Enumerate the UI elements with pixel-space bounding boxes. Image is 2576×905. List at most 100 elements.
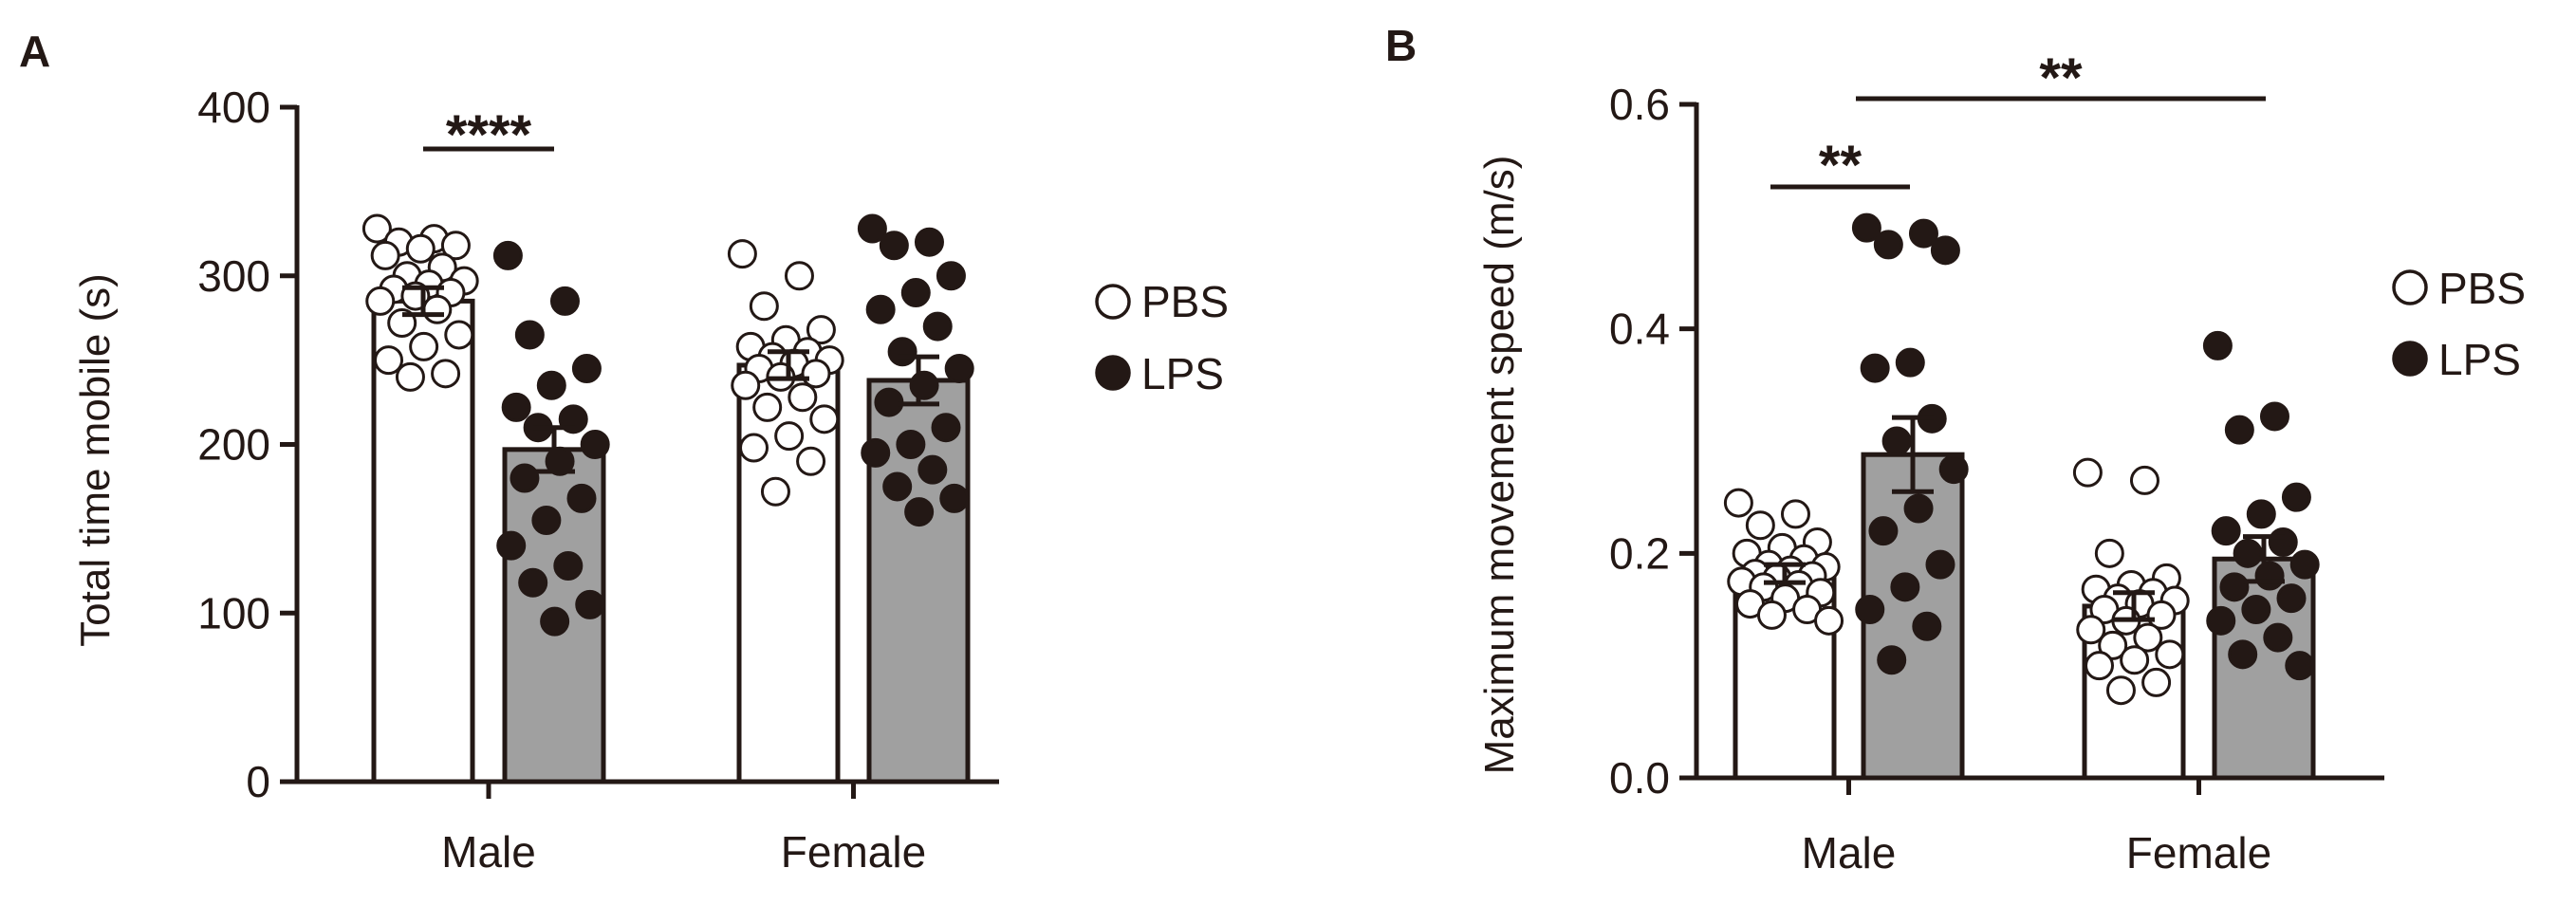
data-point [1908,218,1938,249]
data-point [917,454,948,485]
data-point [440,231,471,261]
data-point [1851,212,1881,243]
data-point [1938,454,1969,485]
panel-a-y-axis-label: Total time mobile (s) [72,273,119,647]
data-point [774,421,805,452]
panel-b-legend: PBS LPS [2392,264,2526,384]
data-point [2263,622,2293,653]
data-point [944,354,974,384]
data-point [365,286,396,316]
y-tick-label: 0.2 [1609,528,1670,578]
data-point [1745,510,1775,541]
data-point [2202,330,2233,360]
significance-label: **** [446,104,532,166]
data-point [882,471,913,502]
data-point [2098,630,2128,660]
data-point [518,567,548,598]
data-point [492,240,523,270]
data-point [2246,499,2276,529]
data-point [2281,482,2311,512]
data-point [922,311,953,342]
y-tick-label: 0 [246,757,270,806]
data-point [395,361,425,392]
data-point [1912,611,1942,641]
data-point [2146,600,2177,630]
y-tick-label: 0.0 [1609,753,1670,803]
data-point [1895,347,1925,378]
data-point [2241,595,2271,624]
data-point [514,320,545,350]
x-tick-label-male: Male [1802,828,1897,877]
panel-b-y-axis-label: Maximum movement speed (m/s) [1476,156,1523,775]
panel-b-plot: 0.0 0.2 0.4 0.6 Male Female ** ** [1609,47,2384,877]
data-point [2289,549,2320,580]
data-point [904,497,935,527]
panel-b-label: B [1385,21,1417,70]
data-point [2224,415,2254,445]
data-point [796,446,826,476]
data-point [896,430,926,459]
data-point [1868,516,1899,546]
data-point [1756,600,1787,630]
data-point [566,483,597,513]
panel-a-legend: PBS LPS [1095,277,1229,398]
data-point [2133,622,2163,653]
data-point [931,413,961,443]
panel-a: A Total time mobile (s) 0 100 200 300 400 Mal… [19,27,1229,877]
data-point [936,261,966,291]
y-tick-label: 200 [197,420,270,470]
data-point [1881,426,1912,456]
data-point [1814,605,1844,636]
y-tick-label: 300 [197,251,270,301]
panel-a-plot: 0 100 200 300 400 Male Female **** [197,83,999,877]
legend-pbs-label: PBS [1141,277,1229,326]
data-point [731,370,761,400]
data-point [2120,645,2150,675]
y-tick-label: 0.4 [1609,305,1670,354]
data-point [496,530,527,561]
legend-lps-label: LPS [1141,349,1224,398]
legend-lps-marker [2392,341,2428,377]
data-point [1877,645,1907,675]
data-point [887,337,917,367]
legend-lps-label: LPS [2438,335,2521,384]
data-point [361,213,392,244]
data-point [749,291,779,322]
data-point [1780,499,1810,529]
data-point [431,359,461,389]
legend-lps-marker [1095,355,1131,391]
data-point [809,404,840,434]
data-point [1723,488,1753,518]
data-point [801,359,831,389]
data-point [405,233,436,264]
data-point [2085,651,2115,681]
data-point [2276,583,2307,614]
data-point [784,261,814,291]
panel-a-label: A [19,27,50,76]
x-tick-label-male: Male [441,827,536,877]
y-tick-label: 100 [197,588,270,637]
data-point [2076,615,2106,645]
data-point [2219,572,2250,602]
data-point [788,382,818,413]
data-point [540,606,570,637]
data-point [2268,527,2298,557]
data-point [2129,465,2159,495]
data-point [857,213,887,244]
legend-pbs-label: PBS [2438,264,2526,313]
data-point [806,315,836,345]
data-point [580,430,610,459]
data-point [575,589,605,619]
data-point [2094,538,2124,568]
data-point [1890,572,1920,602]
data-point [422,294,453,324]
data-point [501,392,531,422]
data-point [2206,605,2236,636]
data-point [2285,651,2315,681]
data-point [752,392,783,422]
data-point [1925,549,1955,580]
data-point [2254,561,2285,591]
data-point [571,354,602,384]
data-point [370,240,400,270]
